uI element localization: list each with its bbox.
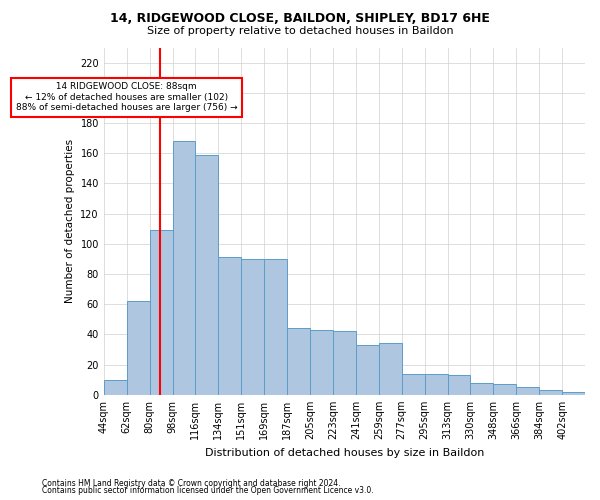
Bar	[401, 374, 425, 395]
X-axis label: Distribution of detached houses by size in Baildon: Distribution of detached houses by size …	[205, 448, 484, 458]
Bar	[470, 382, 493, 395]
Bar	[539, 390, 562, 395]
Bar	[425, 374, 448, 395]
Text: 14 RIDGEWOOD CLOSE: 88sqm  
← 12% of detached houses are smaller (102)
88% of se: 14 RIDGEWOOD CLOSE: 88sqm ← 12% of detac…	[16, 82, 238, 112]
Bar	[448, 375, 470, 395]
Bar	[196, 154, 218, 395]
Bar	[149, 230, 173, 395]
Bar	[127, 301, 149, 395]
Bar	[241, 259, 264, 395]
Bar	[562, 392, 585, 395]
Bar	[493, 384, 516, 395]
Bar	[287, 328, 310, 395]
Text: Size of property relative to detached houses in Baildon: Size of property relative to detached ho…	[146, 26, 454, 36]
Bar	[356, 345, 379, 395]
Bar	[310, 330, 333, 395]
Bar	[264, 259, 287, 395]
Text: Contains HM Land Registry data © Crown copyright and database right 2024.: Contains HM Land Registry data © Crown c…	[42, 478, 341, 488]
Y-axis label: Number of detached properties: Number of detached properties	[65, 139, 75, 303]
Text: 14, RIDGEWOOD CLOSE, BAILDON, SHIPLEY, BD17 6HE: 14, RIDGEWOOD CLOSE, BAILDON, SHIPLEY, B…	[110, 12, 490, 26]
Bar	[104, 380, 127, 395]
Bar	[333, 332, 356, 395]
Bar	[173, 141, 196, 395]
Text: Contains public sector information licensed under the Open Government Licence v3: Contains public sector information licen…	[42, 486, 374, 495]
Bar	[379, 344, 401, 395]
Bar	[218, 258, 241, 395]
Bar	[516, 388, 539, 395]
